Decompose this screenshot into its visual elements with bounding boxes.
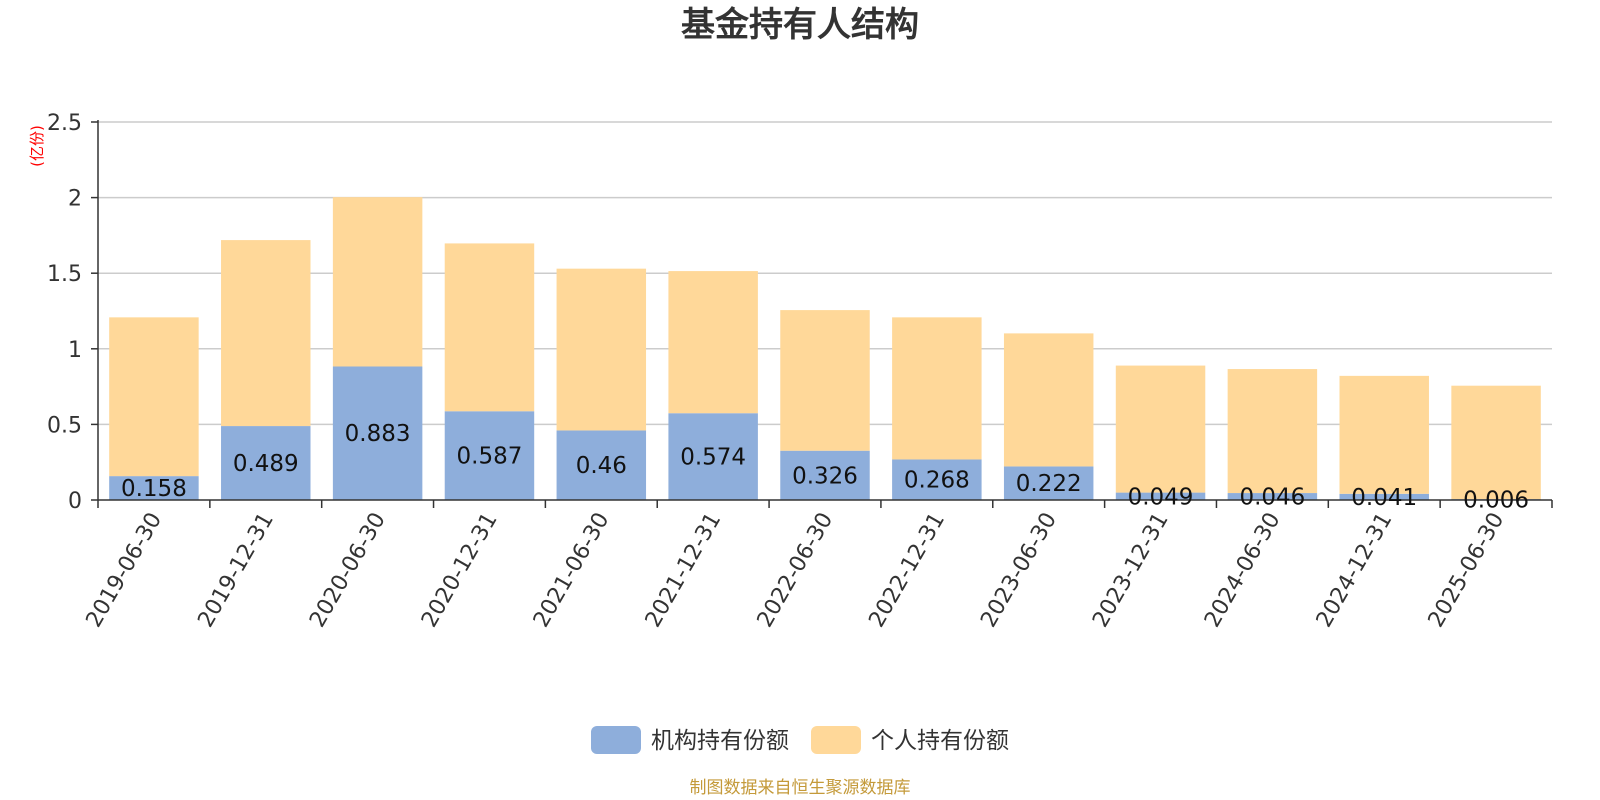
- legend-swatch: [811, 726, 861, 754]
- bar-institutional: [1339, 493, 1429, 500]
- bar-value-label: 0.006: [1463, 488, 1529, 514]
- bar-institutional: [1003, 466, 1094, 500]
- x-tick-label: 2023-06-30: [976, 509, 1062, 632]
- bar-institutional: [221, 426, 311, 500]
- bar-value-label: 0.883: [345, 421, 411, 447]
- bar-value-label: 0.587: [457, 444, 523, 470]
- bar-individual: [892, 317, 982, 460]
- x-tick-label: 2020-06-30: [305, 509, 391, 632]
- bar-individual: [221, 240, 311, 427]
- x-tick-label: 2021-06-30: [529, 509, 615, 632]
- bar-value-label: 0.326: [792, 463, 858, 489]
- x-tick-label: 2022-06-30: [753, 509, 839, 632]
- bar-value-label: 0.46: [576, 453, 627, 479]
- legend: 机构持有份额 个人持有份额: [591, 726, 1009, 754]
- bar-institutional: [332, 366, 423, 500]
- bar-individual: [780, 310, 870, 451]
- legend-label: 机构持有份额: [651, 728, 789, 754]
- bar-value-label: 0.046: [1239, 485, 1305, 511]
- bar-institutional: [668, 413, 758, 500]
- bar-institutional: [1227, 493, 1318, 500]
- x-tick-label: 2024-12-31: [1312, 509, 1398, 632]
- x-tick-label: 2025-06-30: [1424, 509, 1510, 632]
- y-tick-label: 0.5: [47, 413, 82, 438]
- bar-labels: 0.158 0.489 0.883 0.587 0.46 0.574 0.326 0.268 0…: [121, 421, 1529, 513]
- bar-institutional: [1115, 492, 1206, 500]
- x-tick-label: 2022-12-31: [864, 509, 950, 632]
- bar-value-label: 0.041: [1351, 485, 1417, 511]
- bar-value-label: 0.049: [1128, 484, 1194, 510]
- y-tick-label: 1: [68, 338, 82, 363]
- bar-value-label: 0.489: [233, 451, 299, 477]
- bar-individual: [109, 317, 199, 477]
- bar-value-label: 0.574: [680, 445, 746, 471]
- bar-individual: [556, 268, 647, 431]
- chart-title: 基金持有人结构: [681, 5, 919, 45]
- bar-institutional: [780, 450, 870, 500]
- y-tick-label: 2: [68, 187, 82, 212]
- x-tick-label: 2024-06-30: [1200, 509, 1286, 632]
- bar-institutional: [556, 430, 647, 500]
- x-tick-label: 2021-12-31: [641, 509, 727, 632]
- x-tick-label: 2020-12-31: [417, 509, 503, 632]
- bar-individual: [1227, 369, 1318, 494]
- bar-value-label: 0.268: [904, 468, 970, 494]
- bar-institutional: [444, 411, 535, 500]
- bar-individual: [444, 243, 535, 412]
- y-axis-unit: (亿份): [28, 125, 46, 167]
- y-tick-label: 2.5: [47, 111, 82, 136]
- legend-swatch: [591, 726, 641, 754]
- bar-individual: [1451, 385, 1541, 500]
- bar-individual: [668, 271, 758, 414]
- bar-individual: [332, 197, 423, 367]
- x-tick-label: 2019-06-30: [82, 509, 168, 632]
- y-tick-label: 0: [68, 489, 82, 514]
- x-tick-label: 2019-12-31: [193, 509, 279, 632]
- x-tick-label: 2023-12-31: [1088, 509, 1174, 632]
- bar-value-label: 0.158: [121, 476, 187, 502]
- source-note: 制图数据来自恒生聚源数据库: [690, 778, 911, 798]
- bar-individual: [1003, 333, 1094, 467]
- bar-institutional: [892, 459, 982, 500]
- legend-label: 个人持有份额: [871, 728, 1009, 754]
- bar-institutional: [109, 476, 199, 500]
- bar-individual: [1339, 375, 1429, 494]
- bar-value-label: 0.222: [1016, 471, 1082, 497]
- y-tick-label: 1.5: [47, 262, 82, 287]
- bars: [109, 197, 1541, 500]
- bar-individual: [1115, 365, 1206, 493]
